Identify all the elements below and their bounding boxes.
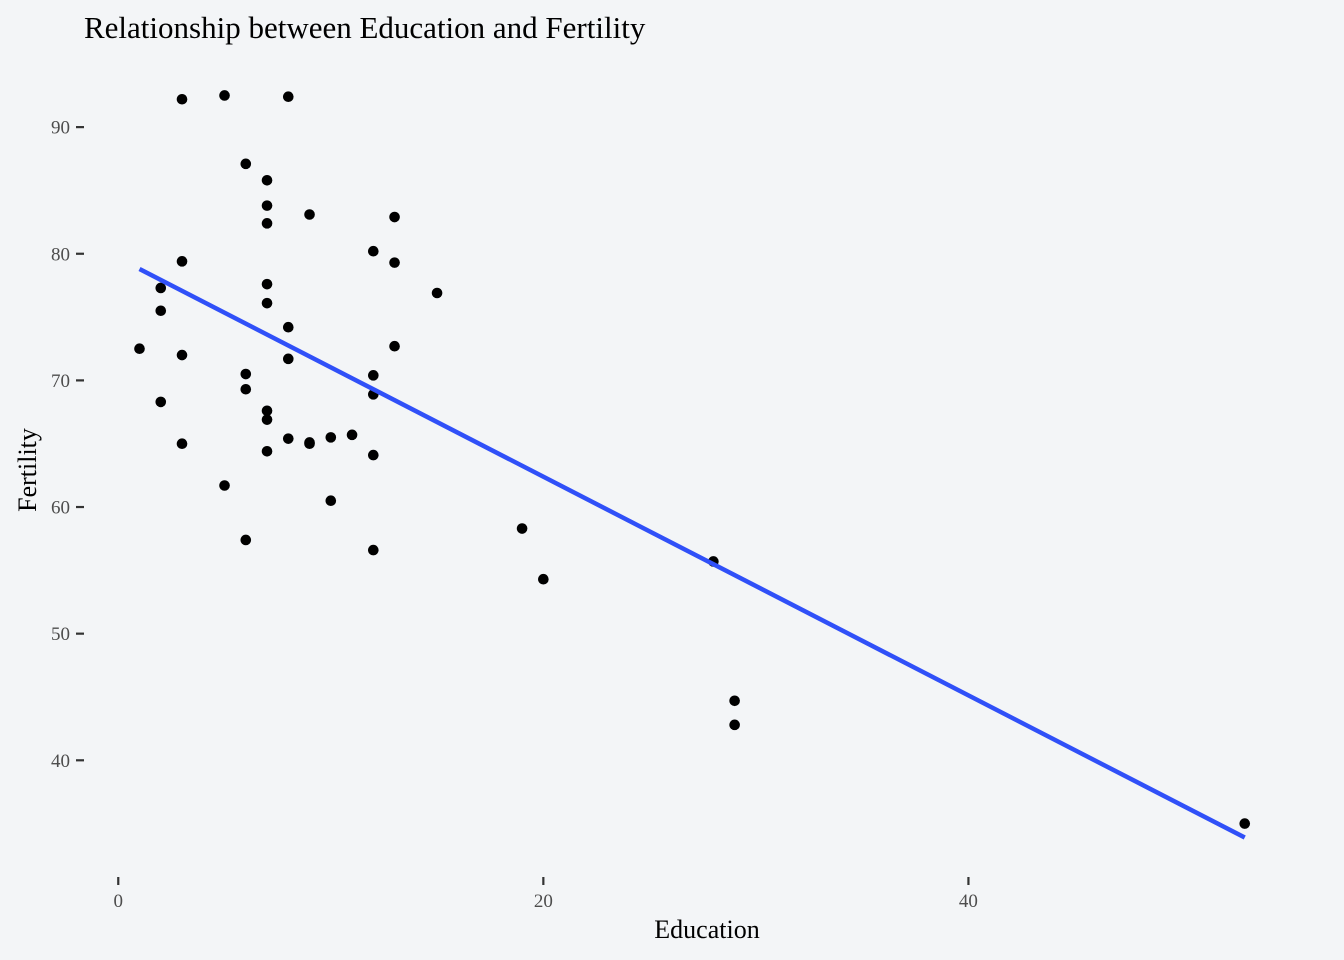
data-point-47 bbox=[261, 405, 273, 417]
x-axis-title: Education bbox=[654, 915, 759, 944]
x-tick-label-0: 0 bbox=[114, 891, 124, 912]
data-point-22 bbox=[176, 438, 188, 450]
data-point-45 bbox=[729, 719, 740, 731]
trend-line bbox=[138, 266, 1246, 840]
data-point-37 bbox=[176, 93, 188, 105]
data-point-13 bbox=[261, 414, 273, 425]
data-point-17 bbox=[282, 353, 294, 365]
data-point-6 bbox=[261, 297, 273, 309]
y-tick-label-90: 90 bbox=[51, 118, 70, 139]
data-point-36 bbox=[304, 438, 315, 450]
data-point-21 bbox=[325, 432, 337, 443]
data-point-10 bbox=[389, 211, 400, 223]
data-point-28 bbox=[325, 495, 337, 506]
data-point-2 bbox=[304, 209, 315, 220]
data-point-26 bbox=[282, 321, 294, 333]
chart-title: Relationship between Education and Ferti… bbox=[84, 10, 646, 45]
data-point-33 bbox=[155, 282, 167, 294]
y-tick-label-60: 60 bbox=[51, 498, 70, 519]
y-tick-label-70: 70 bbox=[51, 371, 70, 392]
data-point-42 bbox=[261, 446, 273, 457]
data-point-30 bbox=[282, 433, 294, 444]
data-point-34 bbox=[240, 368, 252, 380]
x-axis: 0 20 40 bbox=[114, 877, 978, 912]
data-point-25 bbox=[134, 343, 145, 355]
data-point-32 bbox=[240, 383, 252, 395]
data-point-43 bbox=[1239, 818, 1251, 829]
y-tick-label-50: 50 bbox=[51, 624, 70, 645]
data-point-7 bbox=[261, 200, 273, 211]
data-point-4 bbox=[261, 175, 273, 186]
trend-line-layer bbox=[138, 266, 1246, 840]
data-point-15 bbox=[219, 480, 230, 491]
data-point-44 bbox=[729, 695, 740, 707]
data-point-8 bbox=[282, 91, 294, 103]
data-point-39 bbox=[368, 370, 379, 381]
data-point-31 bbox=[155, 305, 167, 317]
data-point-9 bbox=[261, 218, 273, 229]
data-point-40 bbox=[346, 429, 358, 441]
data-point-5 bbox=[431, 287, 443, 299]
data-point-41 bbox=[389, 340, 400, 352]
data-points bbox=[134, 90, 1251, 829]
data-point-46 bbox=[261, 278, 273, 290]
data-point-3 bbox=[219, 90, 230, 101]
data-point-27 bbox=[176, 349, 188, 361]
y-axis: 40 50 60 70 80 90 bbox=[51, 118, 84, 772]
data-point-24 bbox=[240, 534, 252, 546]
data-point-29 bbox=[516, 523, 528, 534]
data-point-19 bbox=[538, 573, 549, 585]
y-tick-label-40: 40 bbox=[51, 751, 70, 772]
y-tick-label-80: 80 bbox=[51, 244, 70, 265]
data-point-16 bbox=[155, 396, 167, 408]
data-point-1 bbox=[368, 245, 379, 257]
y-axis-title: Fertility bbox=[13, 428, 42, 512]
x-tick-label-20: 20 bbox=[534, 891, 553, 912]
data-point-35 bbox=[176, 256, 188, 267]
data-point-12 bbox=[368, 449, 379, 461]
data-point-11 bbox=[240, 158, 252, 170]
data-point-38 bbox=[389, 257, 400, 268]
data-point-23 bbox=[368, 544, 379, 556]
x-tick-label-40: 40 bbox=[959, 891, 978, 912]
